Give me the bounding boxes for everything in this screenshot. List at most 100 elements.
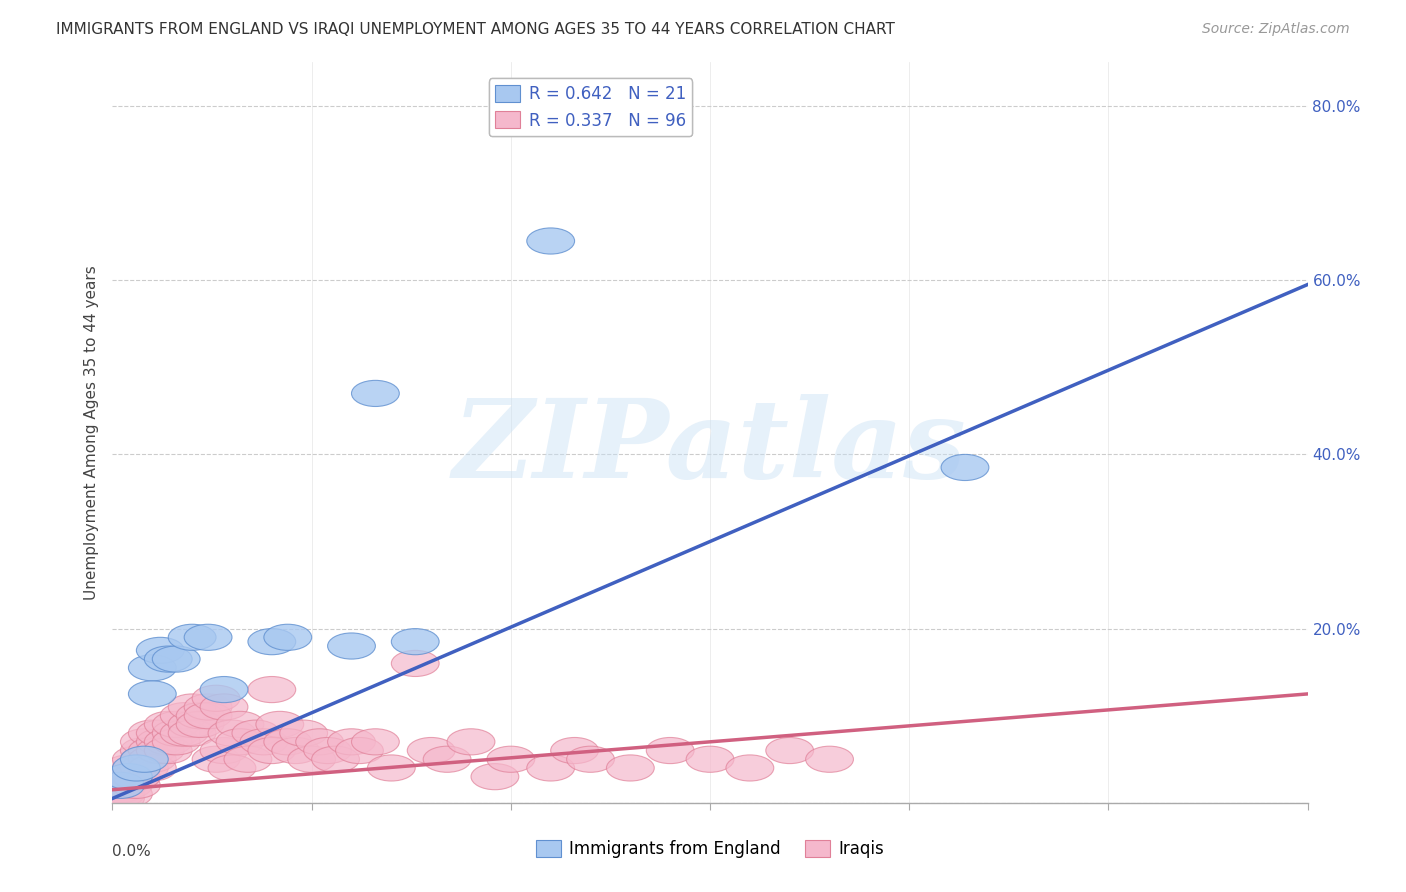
Ellipse shape — [247, 676, 295, 703]
Ellipse shape — [152, 646, 200, 673]
Ellipse shape — [447, 729, 495, 755]
Ellipse shape — [104, 781, 152, 807]
Ellipse shape — [312, 747, 360, 772]
Ellipse shape — [217, 711, 264, 738]
Ellipse shape — [145, 729, 193, 755]
Ellipse shape — [136, 637, 184, 664]
Ellipse shape — [136, 738, 184, 764]
Ellipse shape — [145, 646, 193, 673]
Ellipse shape — [97, 772, 145, 798]
Ellipse shape — [328, 729, 375, 755]
Ellipse shape — [145, 711, 193, 738]
Ellipse shape — [112, 772, 160, 798]
Ellipse shape — [121, 729, 169, 755]
Ellipse shape — [169, 694, 217, 720]
Ellipse shape — [391, 629, 439, 655]
Ellipse shape — [328, 633, 375, 659]
Ellipse shape — [725, 755, 773, 781]
Ellipse shape — [240, 729, 288, 755]
Ellipse shape — [136, 729, 184, 755]
Ellipse shape — [112, 764, 160, 789]
Ellipse shape — [352, 380, 399, 407]
Ellipse shape — [128, 738, 176, 764]
Ellipse shape — [193, 685, 240, 711]
Ellipse shape — [184, 624, 232, 650]
Ellipse shape — [367, 755, 415, 781]
Ellipse shape — [352, 729, 399, 755]
Ellipse shape — [97, 777, 145, 803]
Ellipse shape — [247, 629, 295, 655]
Ellipse shape — [208, 755, 256, 781]
Ellipse shape — [486, 747, 534, 772]
Ellipse shape — [247, 738, 295, 764]
Ellipse shape — [200, 738, 247, 764]
Ellipse shape — [200, 694, 247, 720]
Ellipse shape — [112, 747, 160, 772]
Ellipse shape — [104, 755, 152, 781]
Ellipse shape — [295, 729, 343, 755]
Ellipse shape — [606, 755, 654, 781]
Ellipse shape — [304, 738, 352, 764]
Ellipse shape — [97, 772, 145, 798]
Ellipse shape — [647, 738, 695, 764]
Ellipse shape — [200, 676, 247, 703]
Ellipse shape — [176, 703, 224, 729]
Ellipse shape — [217, 729, 264, 755]
Ellipse shape — [184, 694, 232, 720]
Ellipse shape — [256, 711, 304, 738]
Ellipse shape — [152, 711, 200, 738]
Ellipse shape — [128, 755, 176, 781]
Ellipse shape — [128, 747, 176, 772]
Ellipse shape — [145, 738, 193, 764]
Ellipse shape — [232, 720, 280, 747]
Ellipse shape — [121, 747, 169, 772]
Ellipse shape — [184, 703, 232, 729]
Ellipse shape — [112, 755, 160, 781]
Ellipse shape — [686, 747, 734, 772]
Ellipse shape — [527, 228, 575, 254]
Y-axis label: Unemployment Among Ages 35 to 44 years: Unemployment Among Ages 35 to 44 years — [83, 265, 98, 600]
Ellipse shape — [152, 729, 200, 755]
Text: IMMIGRANTS FROM ENGLAND VS IRAQI UNEMPLOYMENT AMONG AGES 35 TO 44 YEARS CORRELAT: IMMIGRANTS FROM ENGLAND VS IRAQI UNEMPLO… — [56, 22, 896, 37]
Text: ZIPatlas: ZIPatlas — [453, 393, 967, 501]
Ellipse shape — [128, 720, 176, 747]
Ellipse shape — [264, 729, 312, 755]
Ellipse shape — [806, 747, 853, 772]
Ellipse shape — [423, 747, 471, 772]
Text: 0.0%: 0.0% — [112, 844, 152, 858]
Ellipse shape — [169, 720, 217, 747]
Ellipse shape — [169, 624, 217, 650]
Ellipse shape — [766, 738, 814, 764]
Ellipse shape — [176, 711, 224, 738]
Ellipse shape — [264, 624, 312, 650]
Ellipse shape — [567, 747, 614, 772]
Ellipse shape — [104, 764, 152, 789]
Ellipse shape — [121, 738, 169, 764]
Ellipse shape — [193, 747, 240, 772]
Ellipse shape — [160, 720, 208, 747]
Ellipse shape — [224, 747, 271, 772]
Ellipse shape — [208, 720, 256, 747]
Ellipse shape — [169, 711, 217, 738]
Ellipse shape — [280, 720, 328, 747]
Ellipse shape — [104, 772, 152, 798]
Ellipse shape — [104, 764, 152, 789]
Ellipse shape — [941, 454, 988, 481]
Ellipse shape — [97, 785, 145, 812]
Ellipse shape — [160, 703, 208, 729]
Ellipse shape — [97, 781, 145, 807]
Ellipse shape — [112, 764, 160, 789]
Ellipse shape — [336, 738, 384, 764]
Ellipse shape — [128, 655, 176, 681]
Ellipse shape — [112, 755, 160, 781]
Ellipse shape — [527, 755, 575, 781]
Ellipse shape — [121, 755, 169, 781]
Legend: R = 0.642   N = 21, R = 0.337   N = 96: R = 0.642 N = 21, R = 0.337 N = 96 — [488, 78, 693, 136]
Ellipse shape — [271, 738, 319, 764]
Ellipse shape — [288, 747, 336, 772]
Ellipse shape — [121, 747, 169, 772]
Ellipse shape — [551, 738, 599, 764]
Ellipse shape — [391, 650, 439, 676]
Ellipse shape — [408, 738, 456, 764]
Ellipse shape — [136, 720, 184, 747]
